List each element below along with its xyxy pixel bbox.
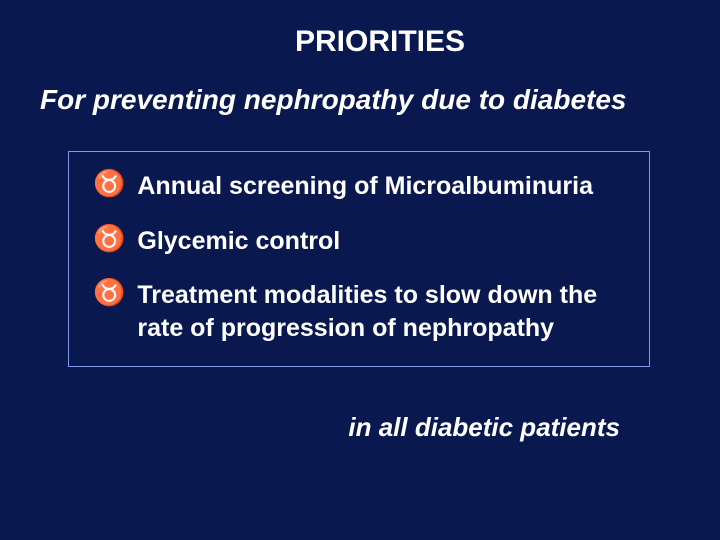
bullet-item: ♉ Annual screening of Microalbuminuria [93,170,625,203]
gemini-icon: ♉ [93,225,125,254]
gemini-icon: ♉ [93,170,125,199]
bullet-item: ♉ Treatment modalities to slow down the … [93,279,625,344]
bullet-text: Annual screening of Microalbuminuria [137,170,593,203]
slide-container: PRIORITIES For preventing nephropathy du… [0,0,720,540]
slide-title: PRIORITIES [40,25,680,59]
gemini-icon: ♉ [93,279,125,308]
bullet-text: Glycemic control [137,225,340,258]
slide-footer: in all diabetic patients [40,412,620,443]
bullet-item: ♉ Glycemic control [93,225,625,258]
slide-subtitle: For preventing nephropathy due to diabet… [40,84,680,116]
bullet-text: Treatment modalities to slow down the ra… [137,279,625,344]
bullet-box: ♉ Annual screening of Microalbuminuria ♉… [68,151,650,367]
